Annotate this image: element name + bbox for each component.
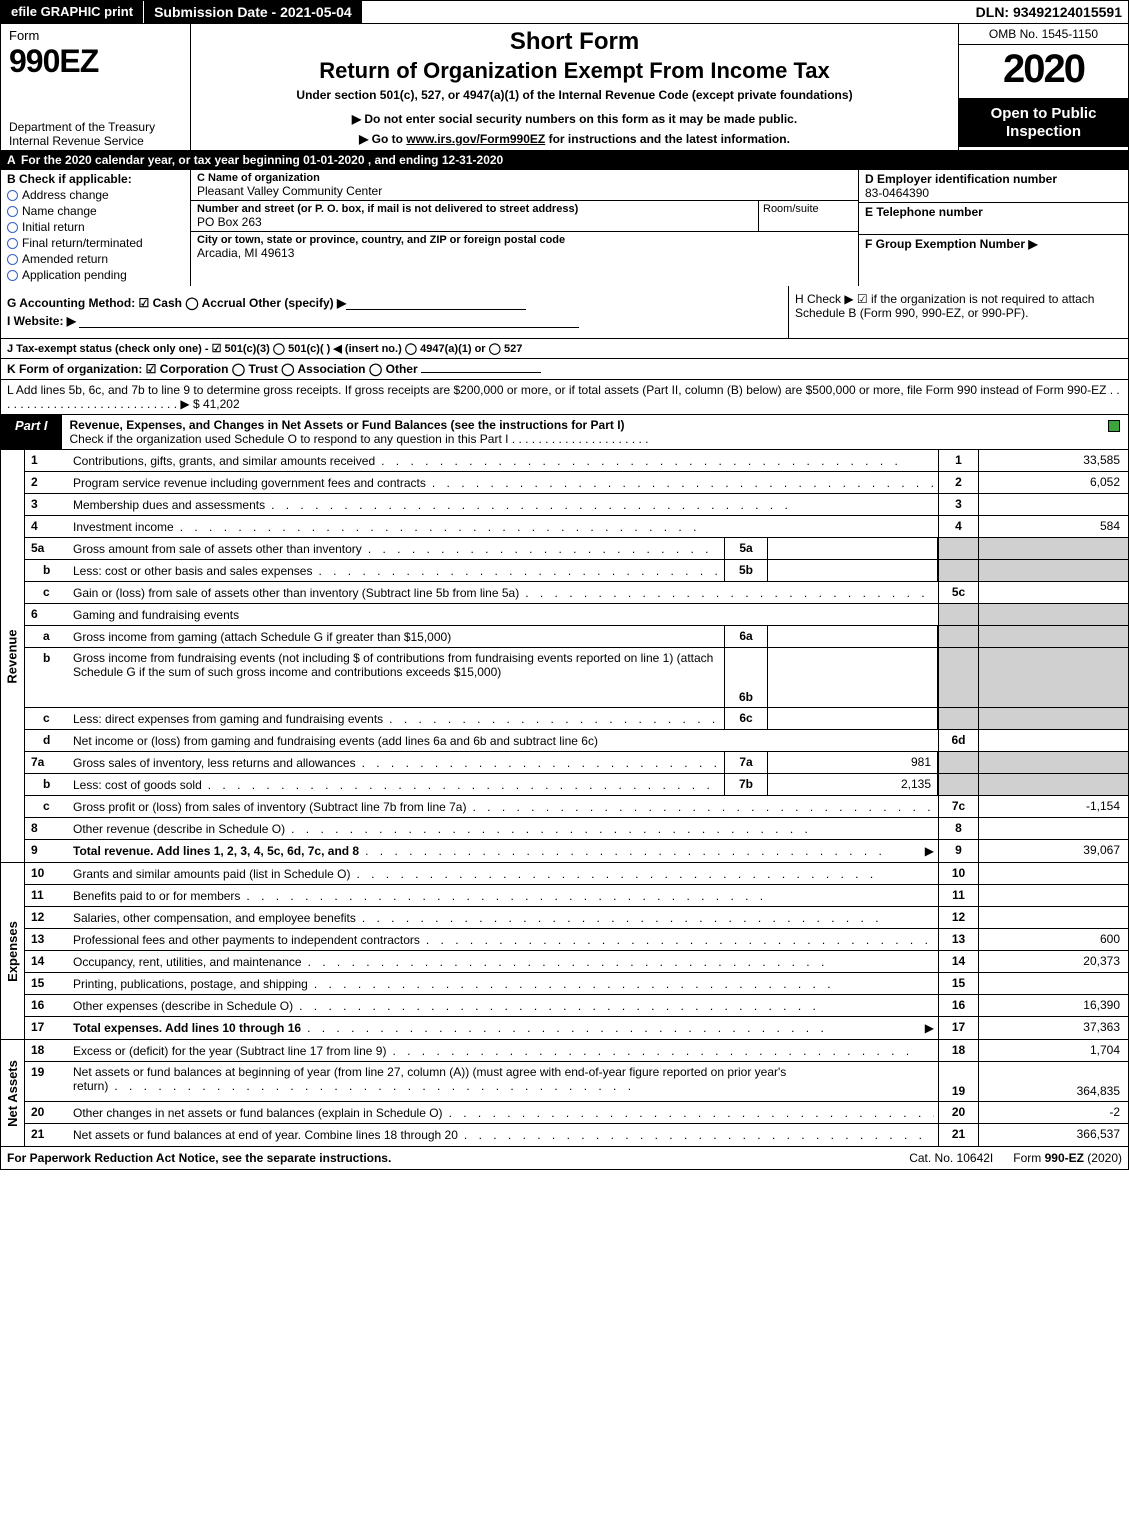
addr-label: Number and street (or P. O. box, if mail…: [197, 203, 752, 215]
form-word: Form: [9, 28, 182, 43]
line14-value: 20,373: [978, 951, 1128, 972]
line16-value: 16,390: [978, 995, 1128, 1016]
line6d-value: [978, 730, 1128, 751]
cat-no: Cat. No. 10642I: [909, 1151, 993, 1165]
goto-pre: ▶ Go to: [359, 132, 406, 146]
box-c: C Name of organization Pleasant Valley C…: [191, 170, 858, 286]
line20-value: -2: [978, 1102, 1128, 1123]
ein-value: 83-0464390: [865, 186, 1122, 200]
topbar: efile GRAPHIC print Submission Date - 20…: [0, 0, 1129, 24]
chk-name-change[interactable]: Name change: [7, 204, 184, 218]
netassets-side-label: Net Assets: [1, 1040, 25, 1146]
efile-print-button[interactable]: efile GRAPHIC print: [1, 1, 144, 23]
net-assets-section: Net Assets 18Excess or (deficit) for the…: [0, 1039, 1129, 1147]
chk-initial-return[interactable]: Initial return: [7, 220, 184, 234]
revenue-side-label: Revenue: [1, 450, 25, 862]
line4-value: 584: [978, 516, 1128, 537]
line19-value: 364,835: [978, 1062, 1128, 1101]
row-a-text: For the 2020 calendar year, or tax year …: [21, 153, 503, 167]
part1-checkbox[interactable]: [1108, 415, 1128, 449]
line6a-value: [768, 626, 938, 647]
line18-value: 1,704: [978, 1040, 1128, 1061]
city-value: Arcadia, MI 49613: [197, 246, 852, 260]
tel-label: E Telephone number: [865, 205, 1122, 219]
dept-treasury: Department of the Treasury: [9, 120, 182, 134]
line21-value: 366,537: [978, 1124, 1128, 1146]
line3-value: [978, 494, 1128, 515]
city-label: City or town, state or province, country…: [197, 234, 852, 246]
line-g: G Accounting Method: ☑ Cash ◯ Accrual Ot…: [7, 296, 782, 310]
group-exemption-label: F Group Exemption Number ▶: [865, 237, 1122, 251]
omb-number: OMB No. 1545-1150: [959, 24, 1128, 45]
goto-link[interactable]: www.irs.gov/Form990EZ: [406, 132, 545, 146]
line9-value: 39,067: [978, 840, 1128, 862]
ssn-notice: ▶ Do not enter social security numbers o…: [197, 112, 952, 126]
chk-final-return[interactable]: Final return/terminated: [7, 236, 184, 250]
expenses-section: Expenses 10Grants and similar amounts pa…: [0, 862, 1129, 1039]
header-left: Form 990EZ Department of the Treasury In…: [1, 24, 191, 150]
line1-value: 33,585: [978, 450, 1128, 471]
part1-header: Part I Revenue, Expenses, and Changes in…: [0, 415, 1129, 450]
line5a-value: [768, 538, 938, 559]
form-code: 990EZ: [9, 43, 182, 80]
line12-value: [978, 907, 1128, 928]
line-h: H Check ▶ ☑ if the organization is not r…: [788, 286, 1128, 338]
line2-value: 6,052: [978, 472, 1128, 493]
short-form-title: Short Form: [197, 28, 952, 56]
paperwork-notice: For Paperwork Reduction Act Notice, see …: [7, 1151, 889, 1165]
line-i: I Website: ▶: [7, 314, 782, 328]
row-l: L Add lines 5b, 6c, and 7b to line 9 to …: [0, 380, 1129, 415]
line13-value: 600: [978, 929, 1128, 950]
topbar-spacer: [362, 1, 970, 23]
line5c-value: [978, 582, 1128, 603]
line7b-value: 2,135: [768, 774, 938, 795]
chk-application-pending[interactable]: Application pending: [7, 268, 184, 282]
room-suite: Room/suite: [758, 201, 858, 231]
row-a: A For the 2020 calendar year, or tax yea…: [0, 151, 1129, 170]
org-name-label: C Name of organization: [197, 172, 852, 184]
line7c-value: -1,154: [978, 796, 1128, 817]
open-to-public: Open to Public Inspection: [959, 99, 1128, 147]
row-k: K Form of organization: ☑ Corporation ◯ …: [0, 359, 1129, 380]
page-footer: For Paperwork Reduction Act Notice, see …: [0, 1147, 1129, 1170]
chk-address-change[interactable]: Address change: [7, 188, 184, 202]
line7a-value: 981: [768, 752, 938, 773]
block-bcd: B Check if applicable: Address change Na…: [0, 170, 1129, 286]
part1-sub: Check if the organization used Schedule …: [70, 432, 1100, 446]
box-b: B Check if applicable: Address change Na…: [1, 170, 191, 286]
goto-post: for instructions and the latest informat…: [545, 132, 790, 146]
part1-label: Part I: [1, 415, 62, 449]
tax-year: 2020: [959, 45, 1128, 99]
line10-value: [978, 863, 1128, 884]
ein-label: D Employer identification number: [865, 172, 1122, 186]
box-d: D Employer identification number 83-0464…: [858, 170, 1128, 286]
submission-date: Submission Date - 2021-05-04: [144, 1, 362, 23]
dln: DLN: 93492124015591: [970, 1, 1128, 23]
expenses-side-label: Expenses: [1, 863, 25, 1039]
line5b-value: [768, 560, 938, 581]
form-header: Form 990EZ Department of the Treasury In…: [0, 24, 1129, 151]
row-ghi: G Accounting Method: ☑ Cash ◯ Accrual Ot…: [0, 286, 1129, 339]
dept-irs: Internal Revenue Service: [9, 134, 182, 148]
goto-line: ▶ Go to www.irs.gov/Form990EZ for instru…: [197, 132, 952, 146]
form-ref: Form 990-EZ (2020): [1013, 1151, 1122, 1165]
line11-value: [978, 885, 1128, 906]
box-b-header: B Check if applicable:: [7, 172, 184, 186]
addr-value: PO Box 263: [197, 215, 752, 229]
header-middle: Short Form Return of Organization Exempt…: [191, 24, 958, 150]
org-name: Pleasant Valley Community Center: [197, 184, 852, 198]
revenue-section: Revenue 1Contributions, gifts, grants, a…: [0, 450, 1129, 862]
line6b-value: [768, 648, 938, 707]
under-section: Under section 501(c), 527, or 4947(a)(1)…: [197, 88, 952, 102]
line6c-value: [768, 708, 938, 729]
line17-value: 37,363: [978, 1017, 1128, 1039]
header-right: OMB No. 1545-1150 2020 Open to Public In…: [958, 24, 1128, 150]
chk-amended-return[interactable]: Amended return: [7, 252, 184, 266]
line15-value: [978, 973, 1128, 994]
part1-title: Revenue, Expenses, and Changes in Net As…: [70, 418, 625, 432]
row-j: J Tax-exempt status (check only one) - ☑…: [0, 339, 1129, 359]
line8-value: [978, 818, 1128, 839]
main-title: Return of Organization Exempt From Incom…: [197, 58, 952, 84]
